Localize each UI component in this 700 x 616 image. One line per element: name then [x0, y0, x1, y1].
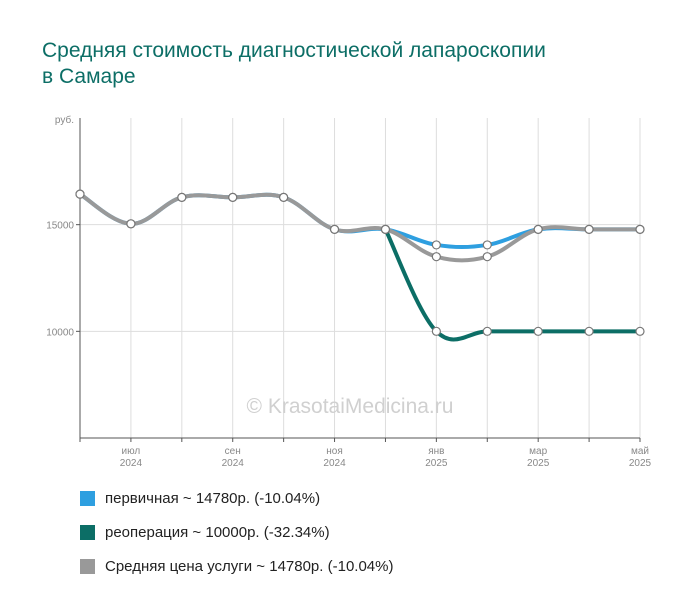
- x-tick-label-year: 2024: [323, 458, 346, 469]
- data-point-average: [533, 224, 543, 234]
- data-point-average: [279, 192, 289, 202]
- data-point-primary: [431, 240, 441, 250]
- x-tick-label-month: мар: [529, 446, 547, 457]
- series-line-primary: [78, 192, 642, 250]
- data-point-reoperation: [482, 326, 492, 336]
- x-tick-label-month: ноя: [326, 446, 343, 457]
- data-point-reoperation: [533, 326, 543, 336]
- series-line-average: [78, 192, 642, 263]
- data-point-average: [380, 224, 391, 234]
- data-point-average: [584, 224, 594, 234]
- data-point-average: [329, 224, 340, 234]
- data-point-average: [75, 189, 85, 199]
- data-point-primary: [482, 240, 492, 250]
- data-point-average: [177, 192, 187, 202]
- legend-label-primary: первичная ~ 14780р. (-10.04%): [105, 489, 321, 507]
- x-tick-label-year: 2024: [222, 458, 245, 469]
- x-tick-label-year: 2025: [425, 458, 448, 469]
- data-point-reoperation: [635, 326, 645, 336]
- data-point-average: [431, 252, 441, 262]
- data-point-reoperation: [584, 326, 594, 336]
- legend-swatch-reoperation: [80, 524, 95, 540]
- x-tick-label-month: июл: [122, 446, 141, 457]
- data-point-average: [228, 192, 238, 202]
- x-tick-label-month: янв: [428, 446, 444, 457]
- points-layer: [75, 189, 645, 336]
- legend-swatch-primary: [80, 490, 95, 506]
- data-point-average: [635, 224, 645, 234]
- data-point-average: [126, 219, 136, 229]
- legend-item-primary[interactable]: первичная ~ 14780р. (-10.04%): [80, 488, 320, 508]
- x-tick-label-month: сен: [225, 446, 241, 457]
- chart-title: Средняя стоимость диагностической лапаро…: [42, 39, 546, 88]
- legend-label-reoperation: реоперация ~ 10000р. (-32.34%): [105, 523, 330, 541]
- data-point-reoperation: [431, 326, 441, 336]
- x-tick-label-month: май: [631, 446, 649, 457]
- y-tick-label: 10000: [46, 327, 74, 338]
- grid-layer: [80, 118, 641, 438]
- legend-item-average[interactable]: Средняя цена услуги ~ 14780р. (-10.04%): [80, 556, 393, 576]
- legend-label-average: Средняя цена услуги ~ 14780р. (-10.04%): [105, 557, 394, 575]
- legend-swatch-average: [80, 558, 95, 574]
- data-point-average: [482, 252, 492, 262]
- x-tick-label-year: 2025: [527, 458, 550, 469]
- x-tick-label-year: 2024: [120, 458, 143, 469]
- legend-item-reoperation[interactable]: реоперация ~ 10000р. (-32.34%): [80, 522, 330, 542]
- axis-layer: 1000015000руб.июл2024сен2024ноя2024янв20…: [46, 114, 651, 469]
- series-layer: [78, 192, 642, 342]
- series-line-reoperation: [383, 227, 642, 342]
- y-unit-label: руб.: [55, 114, 74, 126]
- y-tick-label: 15000: [46, 221, 74, 232]
- x-tick-label-year: 2025: [629, 458, 652, 469]
